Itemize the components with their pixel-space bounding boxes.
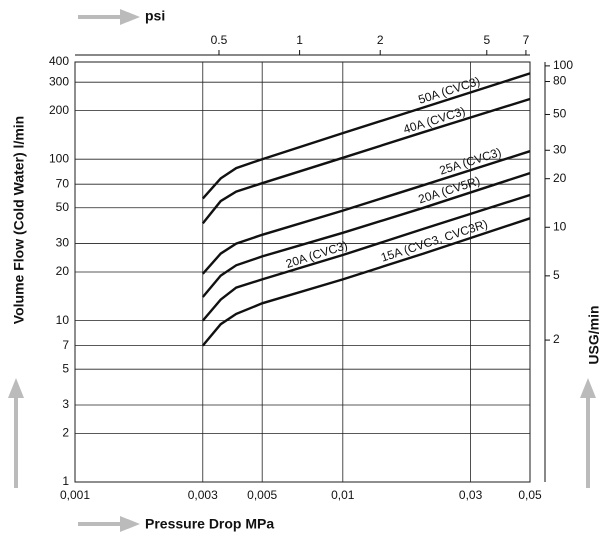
y-tick-label: 2: [62, 426, 69, 440]
x-tick-label: 0,005: [247, 488, 277, 502]
y-tick-label: 5: [62, 361, 69, 375]
x2-tick-label: 0.5: [211, 33, 228, 47]
y2-axis-title: USG/min: [586, 305, 602, 364]
curve: [201, 193, 531, 322]
curve: [201, 217, 531, 347]
arrows: [8, 9, 596, 532]
y-tick-label: 100: [49, 151, 69, 165]
x2-tick-label: 2: [377, 33, 384, 47]
y2-tick-label: 100: [553, 58, 573, 72]
y-tick-label: 3: [62, 397, 69, 411]
x-tick-label: 0,05: [518, 488, 542, 502]
y2-tick-label: 20: [553, 171, 567, 185]
series-label: 20A (CV5R): [417, 174, 482, 207]
curve: [201, 97, 531, 225]
y2-tick-label: 80: [553, 74, 567, 88]
x2-tick-label: 7: [523, 33, 530, 47]
x2-tick-label: 1: [296, 33, 303, 47]
y-tick-label: 7: [62, 338, 69, 352]
x-tick-label: 0,03: [459, 488, 483, 502]
series-label: 15A (CVC3, CVC3R): [379, 217, 489, 265]
x2-axis-title: psi: [145, 8, 165, 24]
series-label: 20A (CVC3): [284, 238, 349, 271]
y-tick-label: 30: [56, 236, 70, 250]
curve: [201, 150, 531, 275]
y2-tick-label: 10: [553, 219, 567, 233]
x-tick-label: 0,001: [60, 488, 90, 502]
curve: [201, 72, 531, 200]
y-tick-label: 200: [49, 103, 69, 117]
y-tick-label: 50: [56, 200, 70, 214]
y-tick-label: 10: [56, 313, 70, 327]
y-tick-label: 1: [62, 474, 69, 488]
curve: [201, 171, 531, 298]
y2-tick-label: 30: [553, 142, 567, 156]
series-label: 40A (CVC3): [402, 104, 467, 137]
y-tick-label: 300: [49, 74, 69, 88]
x-tick-label: 0,003: [188, 488, 218, 502]
y2-tick-label: 50: [553, 107, 567, 121]
series-label: 50A (CVC3): [417, 74, 482, 107]
y-tick-label: 70: [56, 176, 70, 190]
y-tick-label: 20: [56, 264, 70, 278]
y2-tick-label: 5: [553, 268, 560, 282]
y-tick-label: 400: [49, 54, 69, 68]
y-axis-title: Volume Flow (Cold Water) l/min: [11, 116, 27, 324]
x-tick-label: 0,01: [331, 488, 355, 502]
y2-tick-label: 2: [553, 332, 560, 346]
x-axis-title: Pressure Drop MPa: [145, 516, 274, 532]
x2-tick-label: 5: [483, 33, 490, 47]
